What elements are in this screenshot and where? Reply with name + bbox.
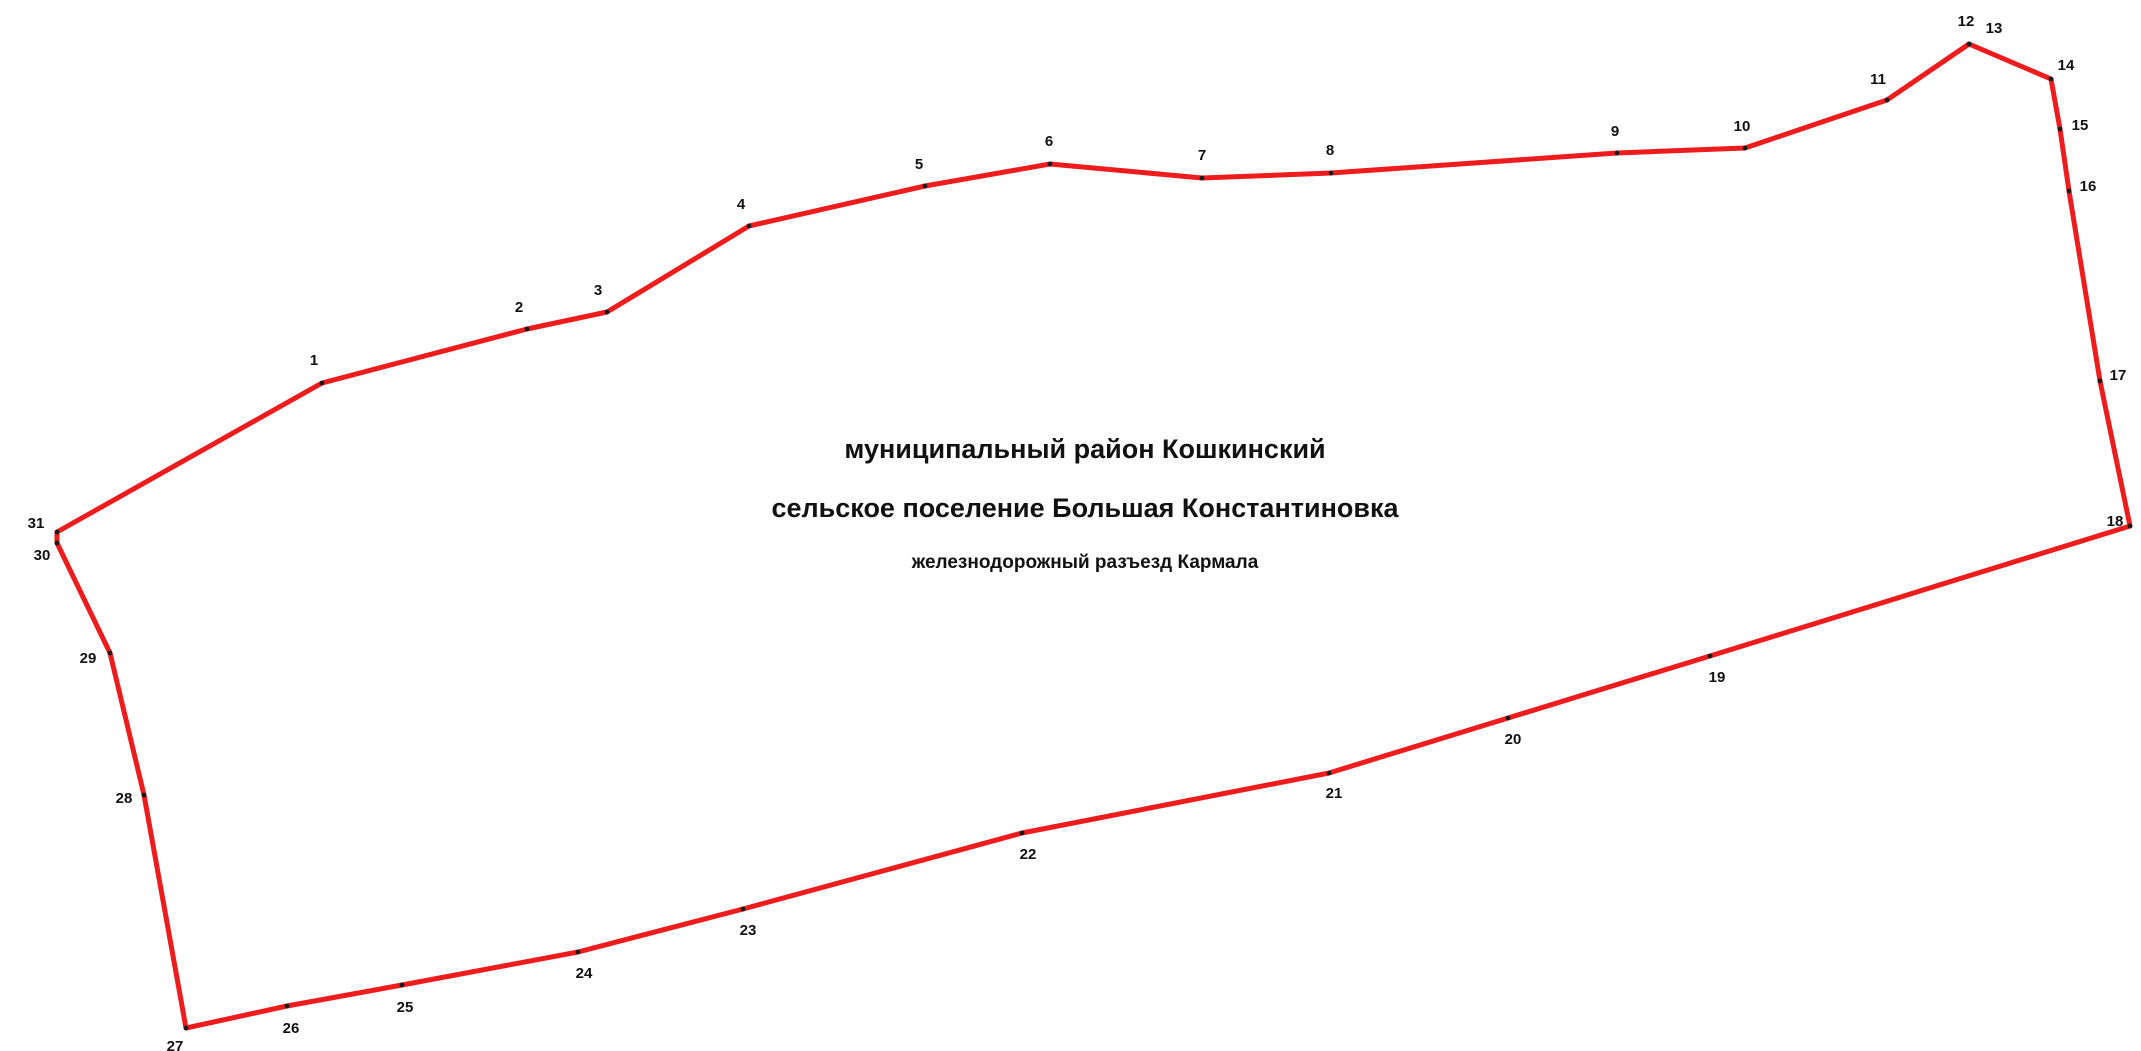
vertex-label-29: 29: [80, 650, 97, 667]
vertex-label-16: 16: [2080, 178, 2097, 195]
vertex-label-14: 14: [2058, 57, 2075, 74]
vertex-point-2: [524, 326, 530, 332]
vertex-point-16: [2066, 188, 2072, 194]
vertex-point-27: [183, 1025, 189, 1031]
vertex-point-10: [1742, 145, 1748, 151]
vertex-point-19: [1707, 653, 1713, 659]
vertex-label-4: 4: [737, 196, 746, 213]
vertex-point-22: [1019, 830, 1025, 836]
vertex-label-20: 20: [1505, 731, 1522, 748]
vertex-point-1: [319, 380, 325, 386]
vertex-label-5: 5: [915, 156, 923, 173]
vertex-label-2: 2: [515, 299, 523, 316]
vertex-point-21: [1326, 770, 1332, 776]
vertex-label-19: 19: [1709, 669, 1726, 686]
vertex-label-13: 13: [1986, 20, 2003, 37]
vertex-label-22: 22: [1020, 846, 1037, 863]
vertex-label-8: 8: [1326, 142, 1334, 159]
vertex-label-1: 1: [310, 352, 318, 369]
vertex-label-18: 18: [2107, 513, 2124, 530]
vertex-point-26: [284, 1003, 290, 1009]
vertex-label-11: 11: [1870, 71, 1886, 88]
vertex-point-20: [1505, 715, 1511, 721]
vertex-label-10: 10: [1734, 118, 1751, 135]
vertex-point-18: [2127, 523, 2133, 529]
locality-title: железнодорожный разъезд Кармала: [911, 552, 1259, 573]
vertex-point-29: [107, 650, 113, 656]
vertex-point-17: [2097, 378, 2103, 384]
vertex-label-9: 9: [1611, 123, 1619, 140]
vertex-ticks: [54, 41, 2133, 1031]
vertex-label-30: 30: [34, 547, 51, 564]
vertex-point-24: [575, 949, 581, 955]
vertex-label-7: 7: [1198, 147, 1206, 164]
vertex-label-24: 24: [576, 965, 593, 982]
vertex-label-27: 27: [167, 1038, 184, 1051]
vertex-label-21: 21: [1326, 785, 1343, 802]
vertex-label-3: 3: [594, 282, 602, 299]
settlement-boundary-line: [54, 41, 2133, 1031]
vertex-point-4: [746, 223, 752, 229]
vertex-label-6: 6: [1045, 133, 1053, 150]
vertex-point-6: [1047, 161, 1053, 167]
vertex-point-28: [141, 792, 147, 798]
vertex-label-31: 31: [28, 515, 45, 532]
vertex-point-23: [740, 906, 746, 912]
vertex-label-28: 28: [116, 790, 133, 807]
vertex-point-8: [1328, 170, 1334, 176]
vertex-label-25: 25: [397, 999, 414, 1016]
vertex-point-5: [922, 183, 928, 189]
vertex-point-30: [54, 540, 60, 546]
vertex-label-15: 15: [2072, 117, 2089, 134]
settlement-title: сельское поселение Большая Константиновк…: [771, 493, 1399, 523]
vertex-point-14: [2048, 76, 2054, 82]
vertex-point-15: [2057, 126, 2063, 132]
district-title: муниципальный район Кошкинский: [844, 434, 1325, 464]
vertex-point-7: [1199, 175, 1205, 181]
vertex-point-25: [399, 982, 405, 988]
vertex-point-13: [1966, 41, 1972, 47]
vertex-point-11: [1884, 97, 1890, 103]
vertex-point-9: [1614, 150, 1620, 156]
vertex-label-26: 26: [283, 1020, 300, 1037]
vertex-label-12: 12: [1958, 13, 1975, 30]
vertex-point-3: [604, 309, 610, 315]
vertex-label-17: 17: [2110, 367, 2127, 384]
vertex-point-31: [54, 529, 60, 535]
vertex-label-23: 23: [740, 922, 757, 939]
